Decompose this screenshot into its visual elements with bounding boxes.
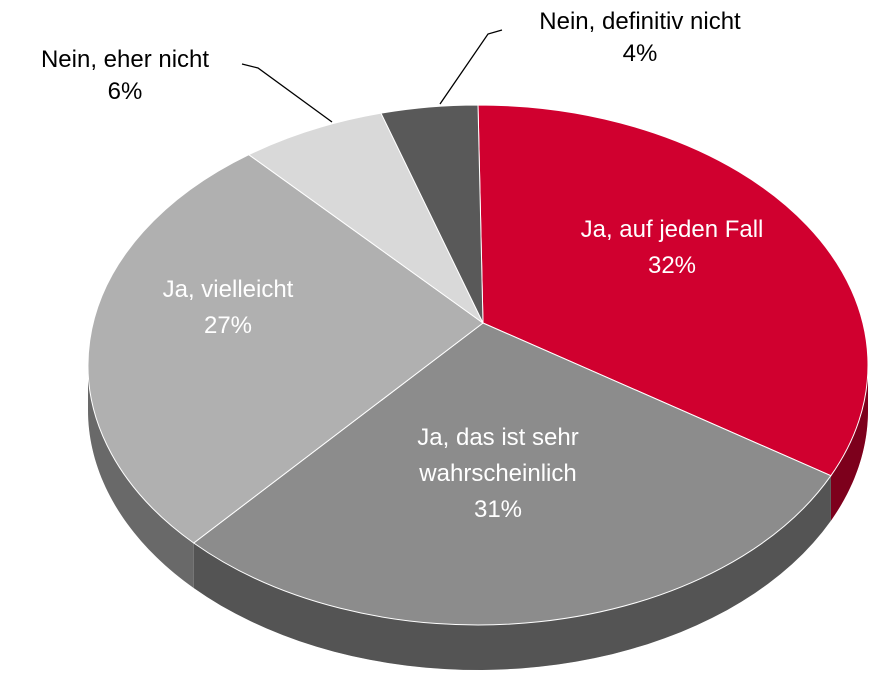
leader-line	[439, 29, 503, 105]
value-label: 4%	[622, 40, 658, 67]
leader-line	[241, 63, 333, 123]
slice-side-shade	[830, 365, 868, 521]
slice	[477, 104, 869, 477]
slice	[192, 322, 832, 626]
category-label: Nein, definitiv nicht	[539, 8, 741, 35]
value-label: 32%	[647, 252, 697, 279]
slice-side	[193, 475, 831, 670]
slice-label: Ja, vielleicht 27%	[103, 272, 353, 344]
slice	[380, 104, 484, 324]
category-label: Nein, eher nicht	[40, 46, 210, 73]
slice-label: Ja, das ist sehr wahrscheinlich 31%	[373, 420, 623, 528]
value-label: 31%	[473, 496, 523, 523]
slice-label: Nein, definitiv nicht 4%	[490, 6, 790, 70]
slice-label: Ja, auf jeden Fall 32%	[522, 212, 822, 284]
slice-label: Nein, eher nicht 6%	[0, 44, 250, 108]
slice-side-shade	[193, 475, 831, 670]
value-label: 6%	[107, 78, 143, 105]
category-label: Ja, auf jeden Fall	[580, 216, 764, 243]
value-label: 27%	[203, 312, 253, 339]
slice	[247, 112, 484, 324]
category-label: Ja, vielleicht	[162, 276, 294, 303]
slice-side	[88, 365, 194, 588]
slice	[87, 154, 484, 544]
slice-side-shade	[88, 365, 194, 588]
slice-side	[830, 365, 868, 521]
category-label: Ja, das ist sehr wahrscheinlich	[417, 424, 579, 487]
